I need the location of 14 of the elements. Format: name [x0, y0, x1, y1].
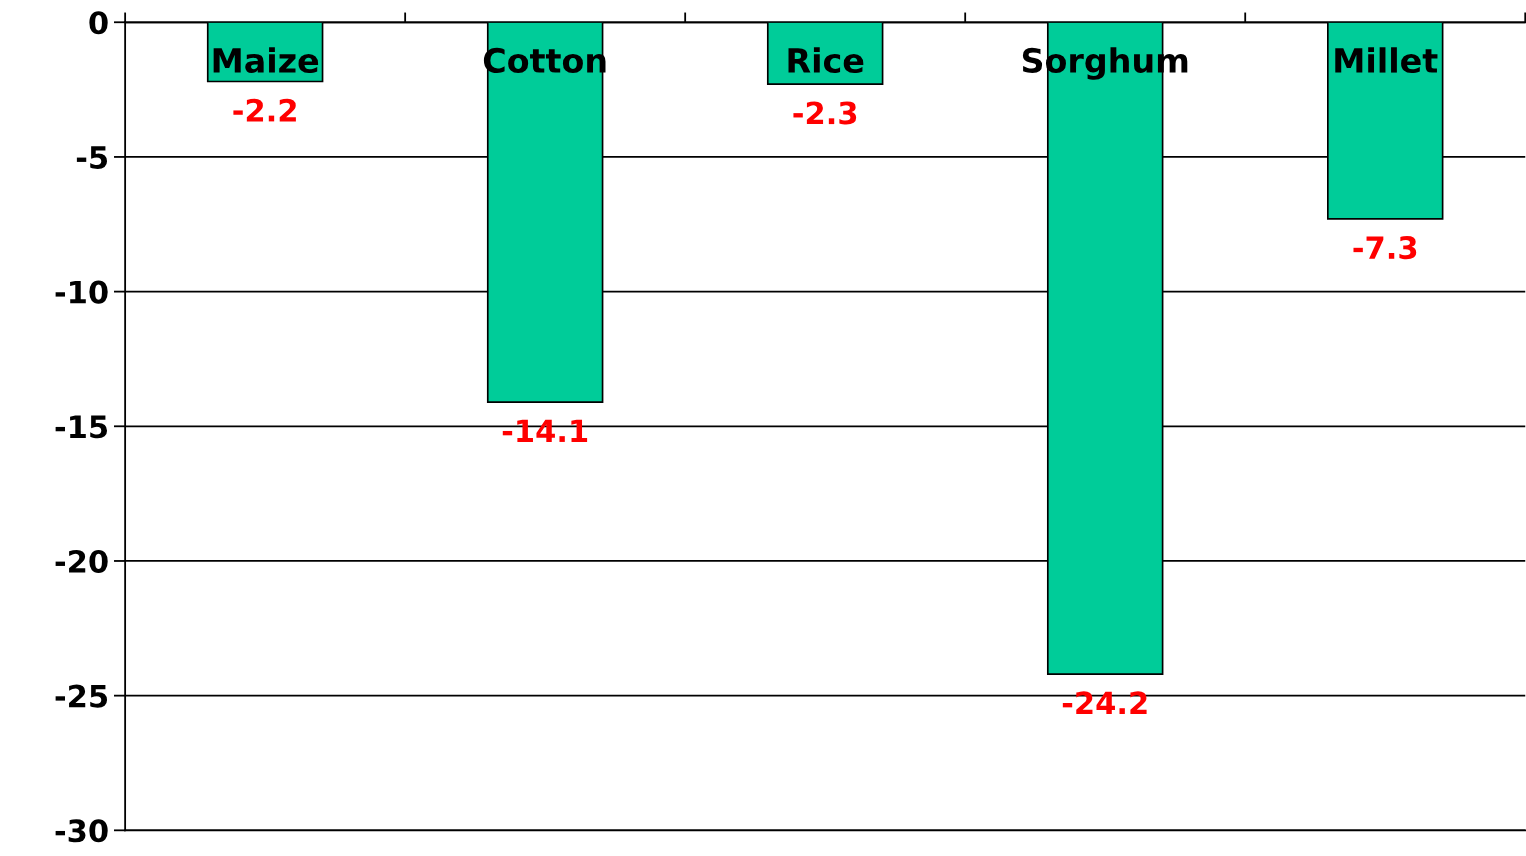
data-label: -7.3 — [1353, 236, 1417, 260]
data-label: -2.3 — [793, 101, 857, 125]
data-label: -24.2 — [1062, 691, 1147, 714]
y-tick-label: -25 — [55, 684, 108, 708]
x-tick-label: Maize — [213, 47, 319, 74]
y-tick-label: -10 — [55, 280, 108, 304]
y-tick-label: -20 — [55, 549, 108, 574]
x-tick-label: Millet — [1335, 47, 1438, 74]
y-tick-label: -5 — [76, 146, 108, 169]
y-tick-label: -15 — [55, 415, 108, 439]
x-tick-label: Rice — [788, 47, 864, 74]
data-label: -2.2 — [233, 98, 296, 122]
y-tick-label: 0 — [89, 11, 108, 35]
y-tick-label: -30 — [55, 819, 108, 843]
